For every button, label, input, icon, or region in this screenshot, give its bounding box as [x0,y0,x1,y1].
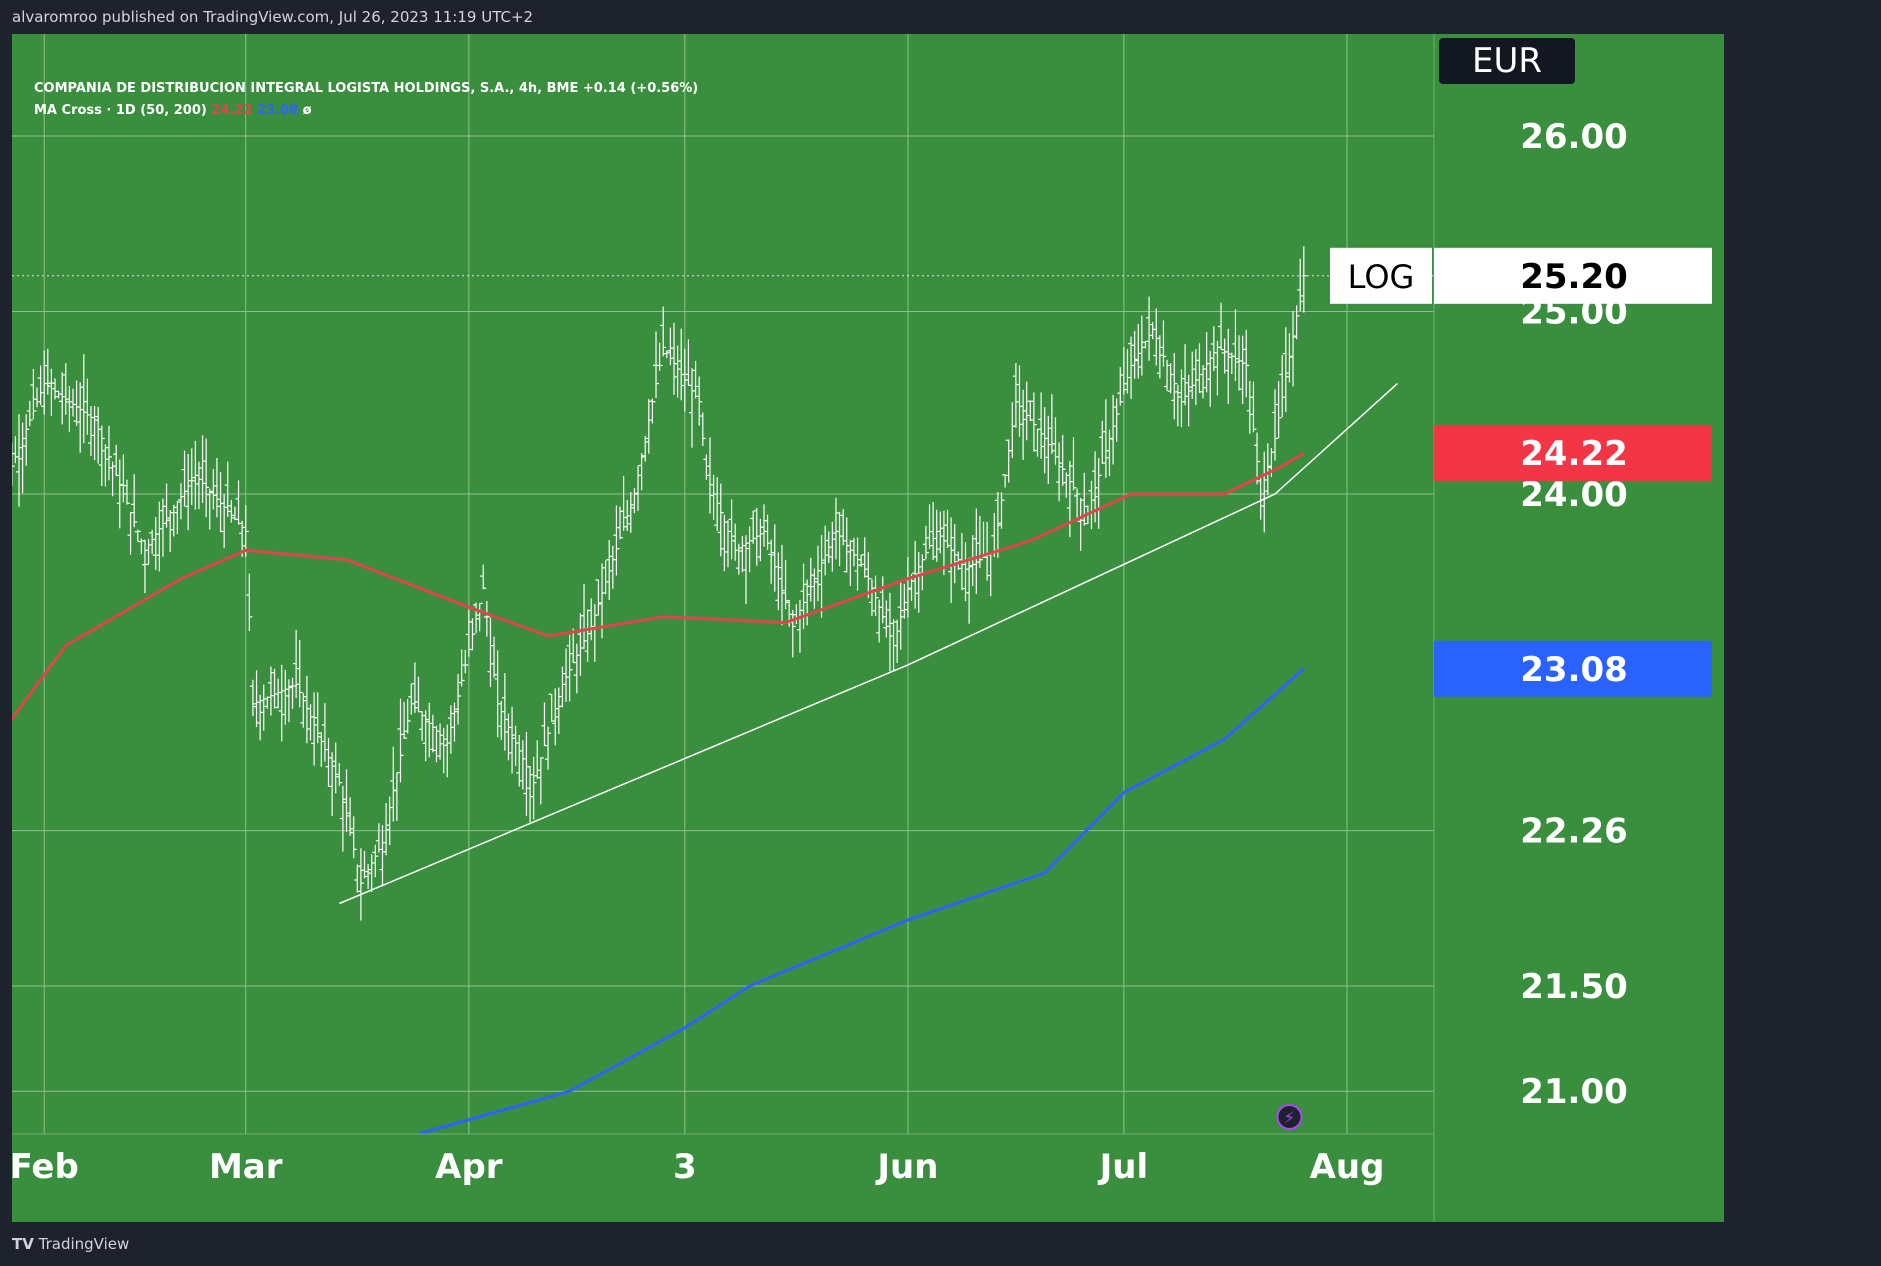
ma-fast-line [12,451,1305,721]
price-chart[interactable]: Feb Mar Apr 3 Jun Jul Aug26.0025.0024.0022.262… [12,34,1724,1222]
currency-label: EUR [1472,41,1542,81]
price-bars [12,246,1307,921]
last-price-badge [1434,247,1712,304]
ma-slow-line [418,667,1305,1136]
last-price-label: 25.20 [1520,257,1628,297]
chart-area[interactable]: Feb Mar Apr 3 Jun Jul Aug 26.00 25.00 24.00 22.26 2… [12,34,1724,1222]
axes: Feb Mar Apr 3 Jun Jul Aug26.0025.0024.0022.262… [12,34,1724,1222]
x-tick-label: Aug [1310,1147,1385,1187]
chart-legend: COMPANIA DE DISTRIBUCION INTEGRAL LOGIST… [34,78,698,122]
price-axis-panel [1434,34,1724,1222]
x-tick-label: Jul [1098,1147,1149,1187]
lightning-icon: ⚡ [1284,1108,1295,1127]
trendline [339,383,1398,905]
ma-slow-price-label: 23.08 [1520,650,1628,690]
x-tick-label: Feb [12,1147,79,1187]
x-tick-label: Mar [209,1147,283,1187]
event-marker-icon [1276,1104,1303,1130]
ma-fast-price-badge [1434,425,1712,482]
publish-info: alvaromroo published on TradingView.com,… [12,8,534,26]
grid [12,34,1434,1134]
y-tick-label: 24.00 [1520,475,1628,515]
indicator-lines [12,275,1434,1136]
footer-bar: TV TradingView [0,1222,1881,1266]
ma-fast-price-label: 24.22 [1520,434,1628,474]
symbol-line: COMPANIA DE DISTRIBUCION INTEGRAL LOGIST… [34,81,699,96]
indicator-extra: ø [302,103,312,118]
price-badges: EUR 25.20 24.22 23.08 LOG ⚡ [1276,38,1712,1130]
y-tick-label: 26.00 [1520,117,1628,157]
currency-badge [1439,38,1575,84]
ma-fast-value: 24.22 [211,103,253,118]
footer-brand: TradingView [38,1235,130,1253]
x-tick-label: Jun [875,1147,938,1187]
log-scale-label: LOG [1348,258,1415,296]
x-tick-label: Apr [435,1147,503,1187]
publish-info-bar: alvaromroo published on TradingView.com,… [0,0,1881,34]
indicator-name: MA Cross · 1D (50, 200) [34,103,207,118]
ma-slow-value: 23.08 [257,103,299,118]
log-scale-button [1330,247,1432,304]
y-tick-label: 21.00 [1520,1072,1628,1112]
ma-slow-price-badge [1434,640,1712,697]
indicator-line[interactable]: MA Cross · 1D (50, 200) 24.22 23.08 ø [34,100,698,122]
y-tick-label: 21.50 [1520,967,1628,1007]
y-tick-label: 22.26 [1520,812,1628,852]
tradingview-logo-icon: TV [12,1235,34,1253]
x-tick-label: 3 [673,1147,697,1187]
